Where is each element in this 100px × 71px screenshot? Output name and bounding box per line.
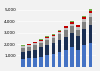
Bar xyxy=(89,25,92,43)
Bar xyxy=(21,46,25,48)
Bar xyxy=(76,36,80,50)
Bar xyxy=(76,27,80,30)
Bar xyxy=(82,19,86,22)
Bar xyxy=(64,26,68,28)
Bar xyxy=(27,47,31,51)
Bar xyxy=(52,35,55,36)
Bar xyxy=(52,43,55,54)
Bar xyxy=(70,24,74,26)
Bar xyxy=(27,45,31,47)
Bar xyxy=(58,34,62,40)
Bar xyxy=(70,21,74,22)
Bar xyxy=(82,22,86,29)
Bar xyxy=(46,37,49,38)
Bar xyxy=(39,47,43,57)
Bar xyxy=(46,45,49,55)
Bar xyxy=(33,58,37,67)
Bar xyxy=(58,32,62,34)
Bar xyxy=(33,42,37,43)
Bar xyxy=(39,43,43,47)
Bar xyxy=(27,44,31,45)
Bar xyxy=(58,40,62,52)
Bar xyxy=(33,45,37,50)
Bar xyxy=(70,47,74,67)
Bar xyxy=(82,45,86,67)
Bar xyxy=(39,57,43,67)
Bar xyxy=(39,40,43,41)
Bar xyxy=(76,30,80,36)
Bar xyxy=(64,30,68,37)
Bar xyxy=(46,40,49,45)
Bar xyxy=(52,36,55,38)
Bar xyxy=(89,43,92,67)
Bar xyxy=(58,52,62,67)
Bar xyxy=(46,38,49,40)
Bar xyxy=(21,59,25,67)
Bar xyxy=(70,26,74,33)
Bar xyxy=(27,51,31,58)
Bar xyxy=(82,29,86,45)
Bar xyxy=(39,41,43,43)
Bar xyxy=(64,28,68,30)
Bar xyxy=(64,37,68,50)
Bar xyxy=(76,25,80,27)
Bar xyxy=(21,48,25,52)
Bar xyxy=(89,11,92,13)
Bar xyxy=(82,16,86,17)
Bar xyxy=(70,33,74,47)
Bar xyxy=(82,17,86,19)
Bar xyxy=(70,22,74,24)
Bar xyxy=(39,39,43,40)
Bar xyxy=(64,50,68,67)
Bar xyxy=(21,52,25,59)
Bar xyxy=(76,50,80,67)
Bar xyxy=(46,55,49,67)
Bar xyxy=(33,50,37,58)
Bar xyxy=(21,45,25,46)
Bar xyxy=(89,17,92,25)
Bar xyxy=(33,43,37,45)
Bar xyxy=(58,31,62,32)
Bar xyxy=(46,36,49,37)
Bar xyxy=(27,58,31,67)
Bar xyxy=(52,38,55,43)
Bar xyxy=(52,54,55,67)
Bar xyxy=(58,30,62,31)
Bar xyxy=(89,13,92,17)
Bar xyxy=(52,34,55,35)
Bar xyxy=(89,9,92,11)
